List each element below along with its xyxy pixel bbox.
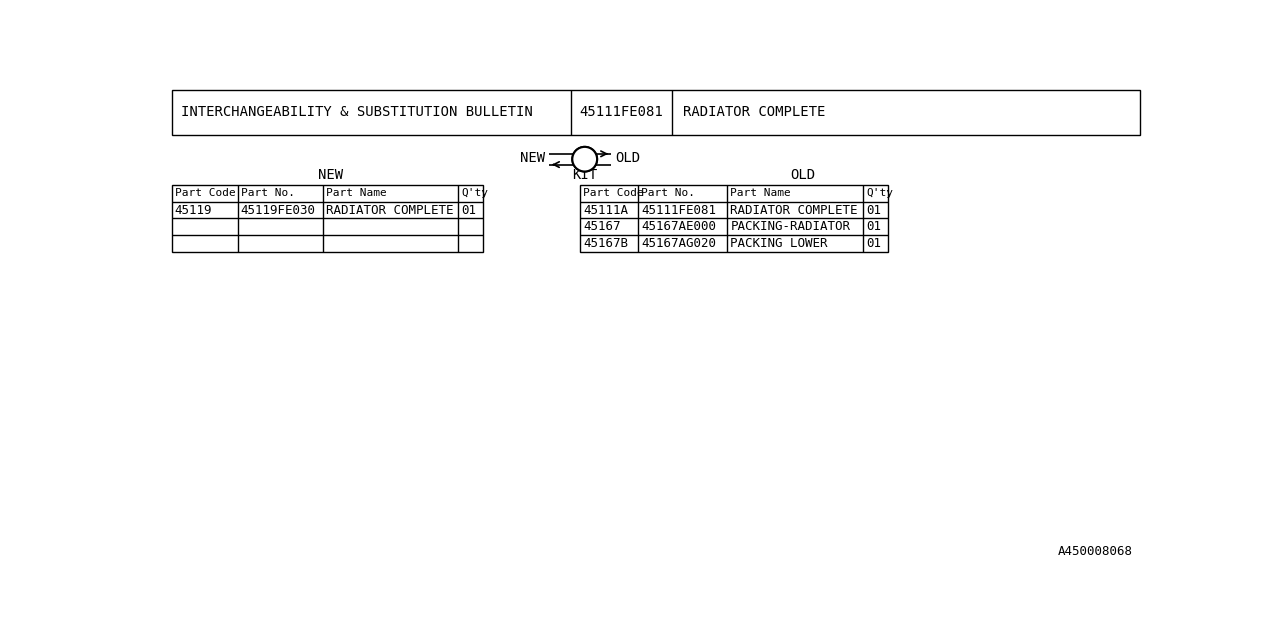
Polygon shape <box>580 184 888 252</box>
Text: OLD: OLD <box>614 150 640 164</box>
Text: 45111FE081: 45111FE081 <box>641 204 717 216</box>
Text: RADIATOR COMPLETE: RADIATOR COMPLETE <box>684 105 826 119</box>
Text: Part No.: Part No. <box>641 188 695 198</box>
Text: 45111FE081: 45111FE081 <box>580 105 663 119</box>
Text: INTERCHANGEABILITY & SUBSTITUTION BULLETIN: INTERCHANGEABILITY & SUBSTITUTION BULLET… <box>180 105 532 119</box>
Text: PACKING LOWER: PACKING LOWER <box>731 237 828 250</box>
Polygon shape <box>172 90 1140 134</box>
Text: Part Name: Part Name <box>326 188 387 198</box>
Text: 45119FE030: 45119FE030 <box>241 204 316 216</box>
Text: Part Code: Part Code <box>175 188 236 198</box>
Text: 01: 01 <box>867 237 881 250</box>
Text: Part Code: Part Code <box>584 188 644 198</box>
Text: KIT: KIT <box>572 168 598 182</box>
Text: Part Name: Part Name <box>731 188 791 198</box>
Circle shape <box>572 147 596 172</box>
Text: Q'ty: Q'ty <box>867 188 893 198</box>
Text: 01: 01 <box>867 220 881 234</box>
Text: 45119: 45119 <box>175 204 212 216</box>
Text: A450008068: A450008068 <box>1057 545 1133 558</box>
Text: 45111A: 45111A <box>584 204 628 216</box>
Text: Part No.: Part No. <box>241 188 294 198</box>
Circle shape <box>572 147 596 172</box>
Text: 45167AE000: 45167AE000 <box>641 220 717 234</box>
Text: NEW: NEW <box>520 150 545 164</box>
Polygon shape <box>172 184 483 252</box>
Text: 01: 01 <box>867 204 881 216</box>
Text: PACKING-RADIATOR: PACKING-RADIATOR <box>731 220 850 234</box>
Text: NEW: NEW <box>317 168 343 182</box>
Text: RADIATOR COMPLETE: RADIATOR COMPLETE <box>731 204 858 216</box>
Text: OLD: OLD <box>791 168 815 182</box>
Text: Q'ty: Q'ty <box>462 188 489 198</box>
Text: 45167B: 45167B <box>584 237 628 250</box>
Text: 01: 01 <box>462 204 476 216</box>
Text: 45167: 45167 <box>584 220 621 234</box>
Text: RADIATOR COMPLETE: RADIATOR COMPLETE <box>326 204 453 216</box>
Text: 45167AG020: 45167AG020 <box>641 237 717 250</box>
